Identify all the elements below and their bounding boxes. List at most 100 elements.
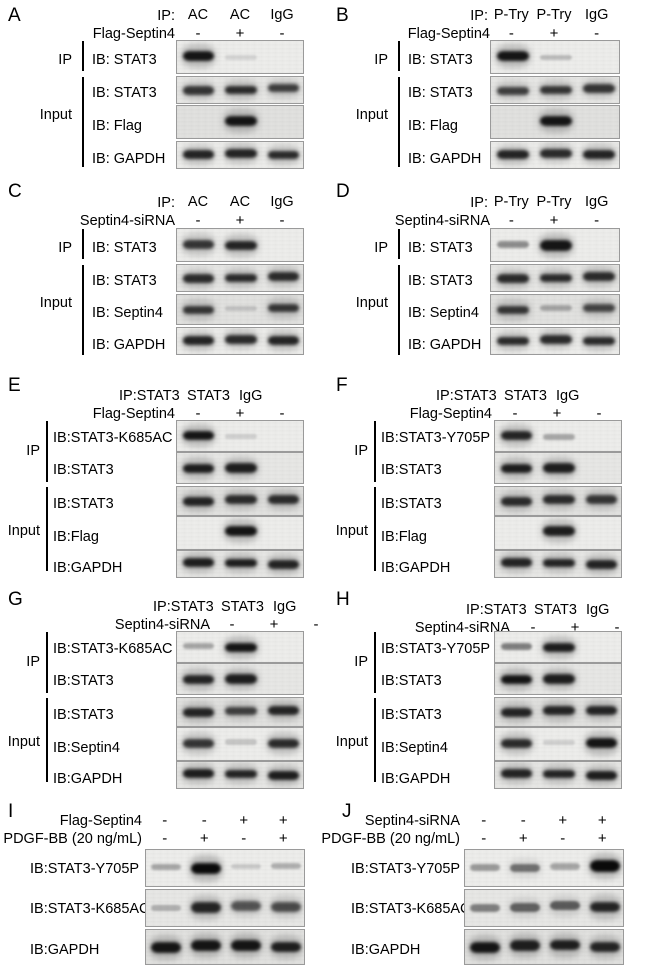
blot-band xyxy=(151,904,181,912)
blot-film xyxy=(495,517,621,549)
blot-band xyxy=(539,240,573,251)
blot-band xyxy=(271,862,301,870)
blot-D-4 xyxy=(490,327,620,355)
blot-film xyxy=(465,850,623,886)
sign: + xyxy=(235,212,245,229)
panel-B-signs: - + - xyxy=(490,26,618,41)
blot-band xyxy=(510,940,540,951)
blot-band xyxy=(267,771,300,780)
blot-band xyxy=(539,54,573,61)
blot-G-5 xyxy=(176,761,304,789)
panel-E-signs: - + - xyxy=(177,406,303,421)
blot-film xyxy=(177,229,303,261)
blot-film xyxy=(177,551,303,577)
blot-band xyxy=(225,55,257,60)
panel-E-group-IP: IP xyxy=(26,443,40,459)
blot-band xyxy=(539,149,573,158)
blot-band xyxy=(539,305,573,312)
blot-band xyxy=(543,463,575,473)
blot-J-3 xyxy=(464,929,624,965)
blot-film xyxy=(495,698,621,726)
blot-film xyxy=(177,487,303,515)
blot-B-1 xyxy=(490,40,620,74)
panel-C-ip-bar xyxy=(82,229,84,259)
blot-band xyxy=(470,863,500,871)
panel-letter-A: A xyxy=(8,5,21,26)
blot-band xyxy=(543,739,575,745)
sign: - xyxy=(195,212,201,229)
blot-band xyxy=(182,497,215,507)
panel-G-group-Input: Input xyxy=(7,734,40,750)
panel-E-group-Input: Input xyxy=(7,523,40,539)
panel-A-signs: - + - xyxy=(177,26,303,41)
blot-F-3 xyxy=(494,486,622,516)
panel-letter-B: B xyxy=(336,5,349,26)
blot-band xyxy=(543,706,575,716)
panel-letter-H: H xyxy=(336,589,350,610)
blot-band xyxy=(182,305,215,315)
panel-J-treatment-label: Septin4-siRNA xyxy=(364,813,460,829)
sign: + xyxy=(549,212,559,229)
panel-B-treatment-label: Flag-Septin4 xyxy=(407,26,490,42)
panel-C-ip-label: IP: xyxy=(157,195,175,211)
panel-A-row-label: IB: Flag xyxy=(92,118,142,134)
panel-H: H IP:STAT3 STAT3 IgG Septin4-siRNA - + -… xyxy=(328,588,656,800)
blot-film xyxy=(495,664,621,694)
blot-band xyxy=(231,940,261,951)
panel-F-row-label: IB:STAT3 xyxy=(381,462,442,478)
blot-band xyxy=(539,115,573,126)
blot-C-4 xyxy=(176,327,304,355)
panel-G-ip-label: IP:STAT3 xyxy=(153,599,214,615)
sign: + xyxy=(269,616,279,633)
blot-band xyxy=(225,526,257,537)
sign: - xyxy=(279,25,285,42)
sign: + xyxy=(597,812,607,829)
sign: - xyxy=(560,830,566,847)
panel-A-row-label: IB: GAPDH xyxy=(92,151,166,167)
lane-header: AC xyxy=(229,194,251,210)
panel-B-row-label: IB: GAPDH xyxy=(408,151,482,167)
blot-film xyxy=(495,632,621,662)
panel-B-input-bar xyxy=(398,77,400,167)
blot-band xyxy=(510,903,540,913)
panel-J-row-label: IB:GAPDH xyxy=(351,942,421,958)
panel-B-row-label: IB: STAT3 xyxy=(408,52,473,68)
lane-header: P-Try xyxy=(536,7,572,23)
blot-film xyxy=(177,142,303,168)
blot-band xyxy=(585,560,618,569)
blot-D-2 xyxy=(490,264,620,292)
blot-film xyxy=(177,728,303,760)
blot-A-4 xyxy=(176,141,304,169)
panel-G-ip-lane-3: IgG xyxy=(273,599,297,615)
panel-G-row-label: IB:STAT3 xyxy=(53,707,114,723)
blot-band xyxy=(267,560,300,569)
sign: - xyxy=(594,25,600,42)
blot-band xyxy=(225,85,257,95)
blot-band xyxy=(225,115,257,126)
panel-C-signs: - + - xyxy=(177,213,303,228)
panel-B-ip-bar xyxy=(398,41,400,71)
panel-E-row-label: IB:STAT3-K685AC xyxy=(53,430,173,446)
blot-band xyxy=(500,497,533,506)
blot-G-1 xyxy=(176,631,304,663)
blot-band xyxy=(267,495,300,504)
blot-band xyxy=(225,149,257,158)
panel-A-treatment-label: Flag-Septin4 xyxy=(92,26,175,42)
panel-H-signs: - + - xyxy=(512,620,638,635)
panel-E-ip-label: IP:STAT3 xyxy=(119,388,180,404)
panel-C-row-label: IB: STAT3 xyxy=(92,273,157,289)
sign: - xyxy=(614,619,620,636)
blot-film xyxy=(491,328,619,354)
sign: - xyxy=(594,212,600,229)
blot-band xyxy=(585,738,618,749)
panel-F-row-label: IB:Flag xyxy=(381,529,427,545)
blot-F-5 xyxy=(494,550,622,578)
blot-band xyxy=(496,86,529,95)
blot-film xyxy=(491,41,619,73)
panel-G-row-label: IB:STAT3 xyxy=(53,673,114,689)
panel-A-row-label: IB: STAT3 xyxy=(92,52,157,68)
sign: - xyxy=(481,812,487,829)
panel-F-signs: - + - xyxy=(494,406,620,421)
panel-A-group-IP: IP xyxy=(58,52,72,68)
sign: - xyxy=(512,405,518,422)
